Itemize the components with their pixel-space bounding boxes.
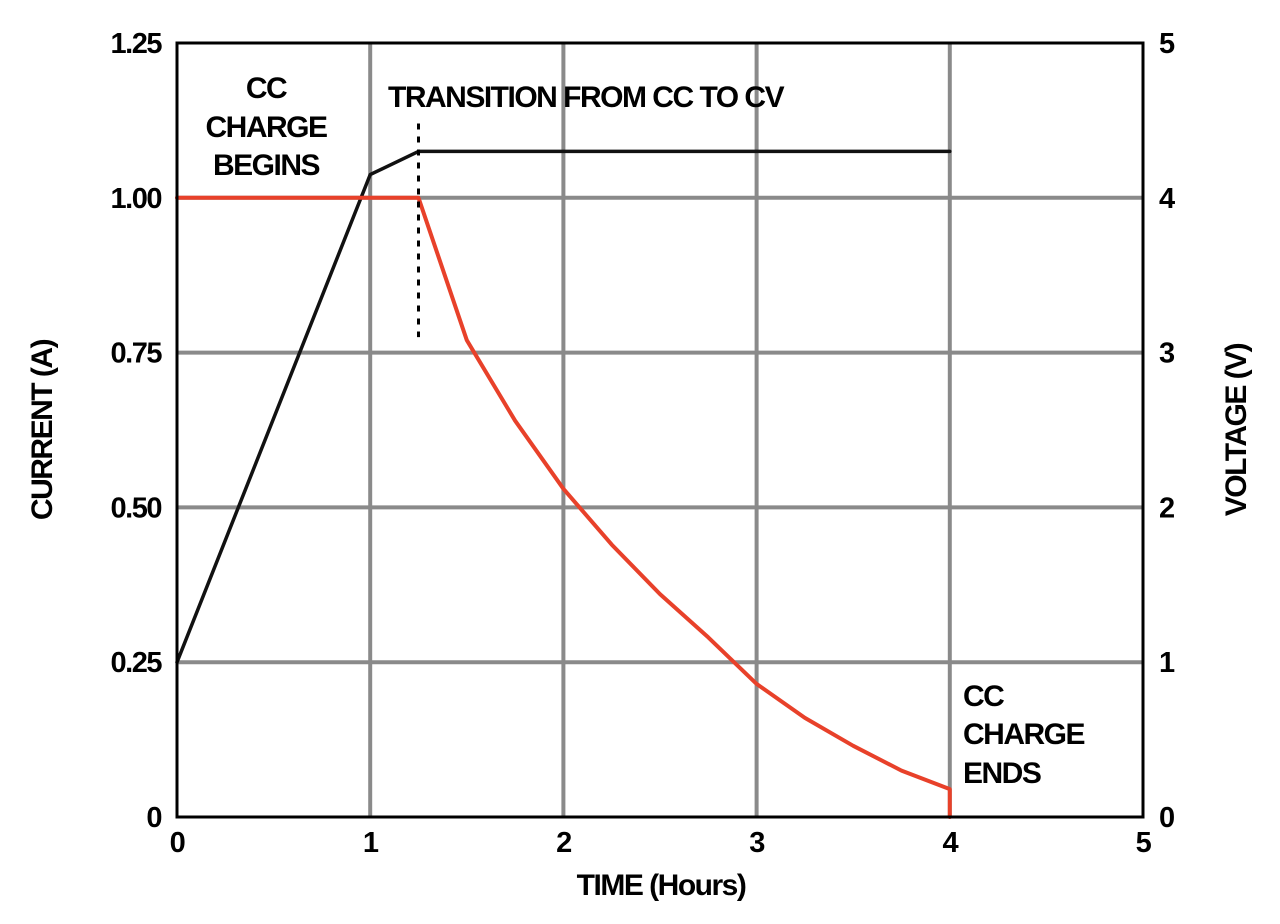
series-line-voltage <box>175 149 952 664</box>
y-tick-label-right: 5 <box>1159 28 1175 60</box>
annotation-cc-begins-line-2: CHARGE <box>205 111 326 144</box>
x-tick-label: 1 <box>363 827 379 859</box>
annotation-transition: TRANSITION FROM CC TO CV <box>388 81 785 114</box>
y-tick-label-left: 0.50 <box>111 492 162 524</box>
y-tick-label-left: 1.25 <box>111 28 163 60</box>
y-tick-label-left: 0.25 <box>111 647 163 679</box>
x-tick-label: 0 <box>170 827 185 859</box>
annotation-cc-begins-line-1: CC <box>246 72 287 105</box>
y-tick-label-right: 1 <box>1159 647 1175 679</box>
y-tick-label-right: 0 <box>1159 802 1174 834</box>
plot-frame <box>175 41 1145 819</box>
y-tick-label-left: 1.00 <box>111 183 162 215</box>
x-tick-label: 3 <box>749 827 765 859</box>
x-tick-label: 5 <box>1136 827 1152 859</box>
y-tick-label-right: 3 <box>1159 338 1175 370</box>
x-tick-label: 4 <box>942 827 958 859</box>
y-tick-label-right: 2 <box>1159 492 1174 524</box>
x-tick-label: 2 <box>556 827 571 859</box>
y-tick-label-left: 0 <box>146 802 161 834</box>
y-axis-title-left: CURRENT (A) <box>26 339 59 520</box>
x-axis-title: TIME (Hours) <box>577 869 746 902</box>
series-line-current <box>175 195 952 819</box>
y-tick-label-left: 0.75 <box>111 338 163 370</box>
annotation-cc-ends-line-3: ENDS <box>963 757 1041 790</box>
annotation-cc-ends-line-1: CC <box>963 680 1004 713</box>
annotation-cc-begins-line-3: BEGINS <box>213 149 320 182</box>
y-axis-title-right: VOLTAGE (V) <box>1220 343 1253 516</box>
y-tick-label-right: 4 <box>1159 183 1175 215</box>
annotation-cc-ends-line-2: CHARGE <box>963 718 1084 751</box>
